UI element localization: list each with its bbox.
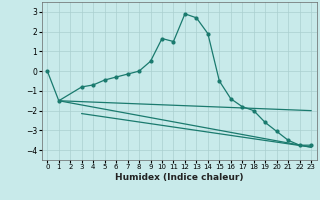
X-axis label: Humidex (Indice chaleur): Humidex (Indice chaleur) bbox=[115, 173, 244, 182]
